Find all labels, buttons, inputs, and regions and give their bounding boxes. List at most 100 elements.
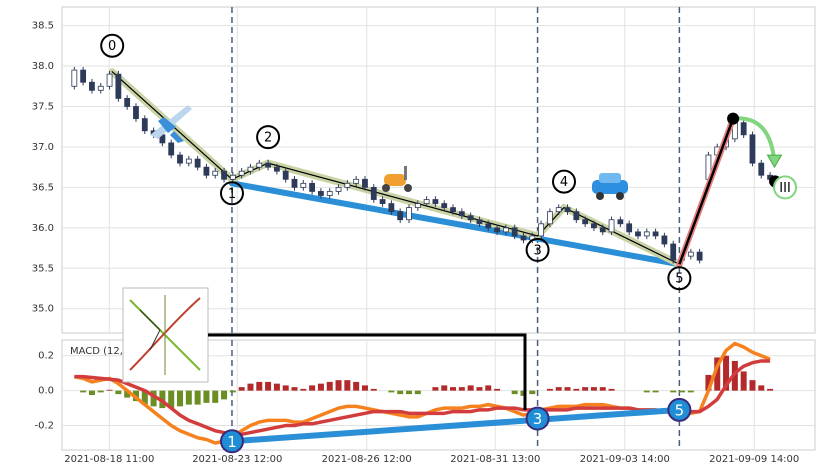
- candle-body: [599, 227, 606, 233]
- wave-point: [667, 397, 692, 422]
- y-tick-label: 35.0: [32, 304, 54, 315]
- wave-point: [525, 406, 550, 431]
- histogram-bar: [177, 390, 184, 407]
- plane-icon: [150, 105, 192, 143]
- candle-body: [441, 203, 448, 209]
- candle-body: [168, 142, 175, 156]
- y-tick-label: 35.5: [32, 263, 54, 274]
- candle-body: [247, 166, 254, 172]
- candle-body: [97, 85, 104, 91]
- candle-body: [273, 166, 280, 172]
- candle-body: [203, 166, 210, 176]
- histogram-bar: [273, 383, 280, 391]
- candle-body: [538, 223, 545, 237]
- candle-body: [547, 211, 553, 225]
- candle-body: [229, 174, 236, 180]
- histogram-bar: [643, 390, 650, 393]
- candle-body: [177, 154, 183, 164]
- candle-body: [520, 235, 527, 241]
- wave-label-circle: [100, 33, 125, 58]
- candle-body: [511, 227, 518, 237]
- candle-body: [494, 227, 500, 233]
- wave-label: 3: [533, 243, 541, 258]
- histogram-bar: [326, 381, 333, 391]
- candle-body: [476, 219, 483, 225]
- candle-body: [370, 186, 377, 200]
- histogram-bar: [256, 381, 263, 391]
- wave-point-label: 1: [227, 433, 237, 451]
- candle-body: [265, 162, 271, 168]
- histogram-bar: [758, 385, 765, 391]
- candle-body: [652, 231, 659, 237]
- histogram-bar: [529, 390, 536, 395]
- x-tick-label: 2021-08-23 12:00: [192, 454, 282, 465]
- candle-body: [133, 106, 139, 120]
- histogram-bar: [97, 390, 104, 393]
- candle-body: [626, 223, 633, 233]
- x-tick-label: 2021-08-18 11:00: [64, 454, 154, 465]
- histogram-bar: [608, 388, 615, 391]
- histogram-bar: [265, 381, 272, 391]
- candle-body: [749, 134, 756, 164]
- histogram-bar: [723, 355, 730, 391]
- histogram-bar: [221, 390, 228, 400]
- histogram-bar: [150, 390, 157, 407]
- wave-label-circle: [256, 125, 281, 150]
- trend-line: [228, 180, 683, 268]
- candle-body: [414, 203, 421, 209]
- candle-body: [696, 251, 703, 261]
- candle-body: [256, 162, 263, 168]
- candle-body: [502, 227, 509, 233]
- histogram-bar: [476, 387, 483, 391]
- wave-label: 0: [108, 39, 116, 54]
- candle-body: [106, 73, 113, 87]
- candle-body: [758, 162, 765, 176]
- histogram-bar: [679, 390, 686, 393]
- candle-body: [432, 199, 439, 204]
- wave-label-circle: [667, 266, 692, 291]
- histogram-bar: [767, 388, 774, 391]
- candle-body: [661, 235, 668, 245]
- histogram-bar: [344, 380, 351, 391]
- decorations: [122, 105, 628, 410]
- histogram-bar: [599, 387, 606, 391]
- candle-body: [450, 207, 456, 213]
- candle-body: [423, 199, 430, 204]
- histogram-bar: [106, 389, 113, 391]
- histogram-bar: [229, 390, 236, 393]
- candle-body: [212, 170, 219, 176]
- wave-label: III: [779, 181, 791, 196]
- y-tick-label: 37.0: [32, 142, 54, 153]
- histogram-bar: [441, 385, 448, 391]
- histogram-bar: [88, 390, 95, 395]
- histogram-bar: [670, 390, 677, 393]
- layer: -0.2 0.0 0.2 2021-08-18 11:00 2021-08-23 12:…: [34, 340, 815, 465]
- histogram-bar: [458, 387, 465, 391]
- histogram-bar: [124, 390, 131, 398]
- y-tick-label: 38.0: [32, 61, 54, 72]
- x-tick-label: 2021-08-31 13:00: [450, 454, 540, 465]
- candle-body: [185, 158, 192, 164]
- price-panel: [61, 6, 816, 334]
- wave-label: 5: [675, 272, 683, 287]
- y-tick-label: 36.5: [32, 182, 54, 193]
- candle-body: [362, 178, 368, 188]
- candle-body: [335, 186, 342, 192]
- candle-body: [388, 203, 395, 213]
- indicator-title: MACD (12,26,9): [70, 346, 149, 357]
- candle-body: [282, 170, 289, 180]
- histogram-bar: [291, 387, 298, 391]
- histogram-bar: [80, 390, 87, 393]
- histogram-bar: [432, 387, 439, 391]
- histogram-bar: [300, 388, 307, 391]
- candle-body: [740, 122, 747, 136]
- candle-body: [194, 158, 201, 168]
- candle-body: [353, 178, 360, 184]
- histogram-bar: [740, 371, 747, 391]
- histogram-bar: [494, 388, 501, 391]
- candle-body: [124, 98, 131, 107]
- histogram-bar: [687, 390, 694, 393]
- histogram-bar: [450, 387, 457, 391]
- wave-line-core: [111, 71, 680, 265]
- y-tick-label: 0.2: [38, 351, 54, 362]
